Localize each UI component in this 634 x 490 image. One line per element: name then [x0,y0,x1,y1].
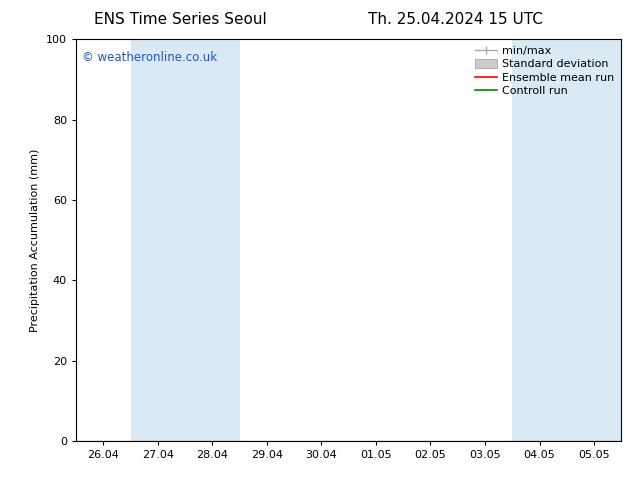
Text: © weatheronline.co.uk: © weatheronline.co.uk [82,51,217,64]
Y-axis label: Precipitation Accumulation (mm): Precipitation Accumulation (mm) [30,148,41,332]
Bar [185,39,240,441]
Text: ENS Time Series Seoul: ENS Time Series Seoul [94,12,266,27]
Legend: min/max, Standard deviation, Ensemble mean run, Controll run: min/max, Standard deviation, Ensemble me… [470,42,619,101]
Bar [131,39,185,441]
Bar [567,39,621,441]
Text: Th. 25.04.2024 15 UTC: Th. 25.04.2024 15 UTC [368,12,543,27]
Bar [512,39,567,441]
